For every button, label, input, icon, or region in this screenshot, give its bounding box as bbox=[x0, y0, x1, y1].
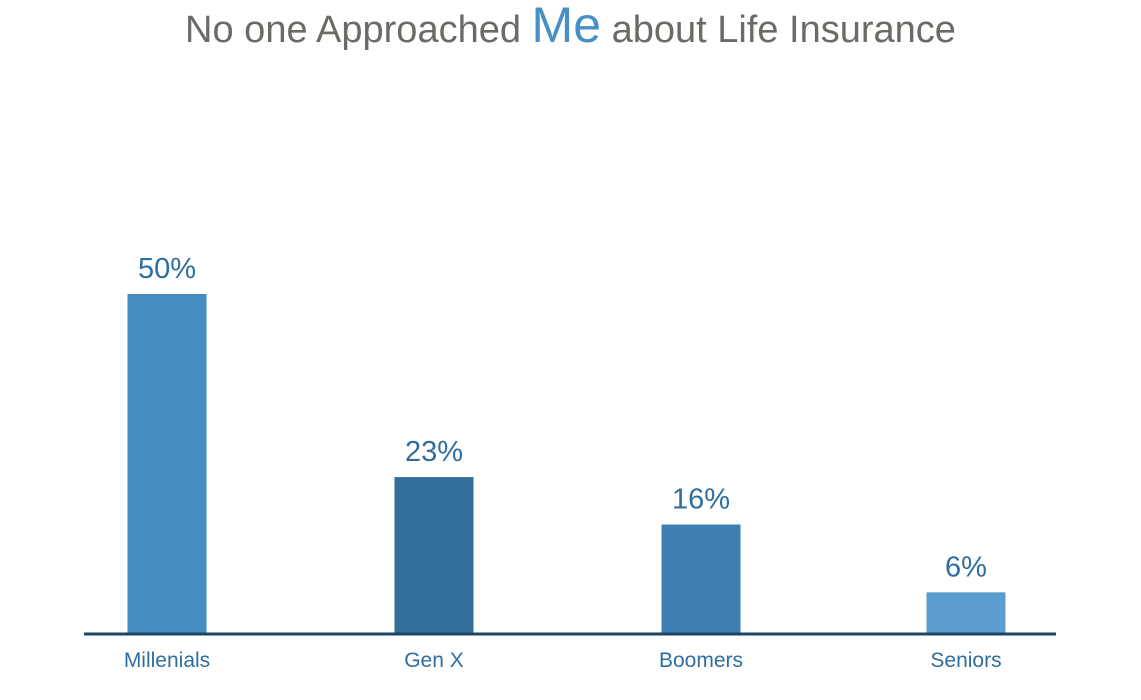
bar-millenials bbox=[127, 294, 207, 633]
category-label-millenials: Millenials bbox=[124, 649, 210, 672]
chart-title: No one Approached Me about Life Insuranc… bbox=[0, 0, 1141, 56]
title-part-after: about Life Insurance bbox=[611, 9, 956, 51]
bar-boomers bbox=[661, 524, 741, 633]
title-highlight: Me bbox=[531, 0, 602, 53]
bar-seniors bbox=[926, 592, 1006, 633]
data-label-gen-x: 23% bbox=[405, 436, 463, 468]
data-label-seniors: 6% bbox=[945, 551, 987, 583]
category-label-boomers: Boomers bbox=[659, 649, 743, 672]
data-label-boomers: 16% bbox=[672, 484, 730, 516]
labels-group: 50% Millenials 23% Gen X 16% Boomers 6% Seniors bbox=[124, 253, 1002, 672]
bars-group bbox=[127, 294, 1006, 633]
title-part-before: No one Approached bbox=[185, 9, 521, 51]
category-label-gen-x: Gen X bbox=[404, 649, 464, 672]
category-label-seniors: Seniors bbox=[930, 649, 1001, 672]
bar-gen-x bbox=[394, 477, 474, 633]
data-label-millenials: 50% bbox=[138, 253, 196, 285]
